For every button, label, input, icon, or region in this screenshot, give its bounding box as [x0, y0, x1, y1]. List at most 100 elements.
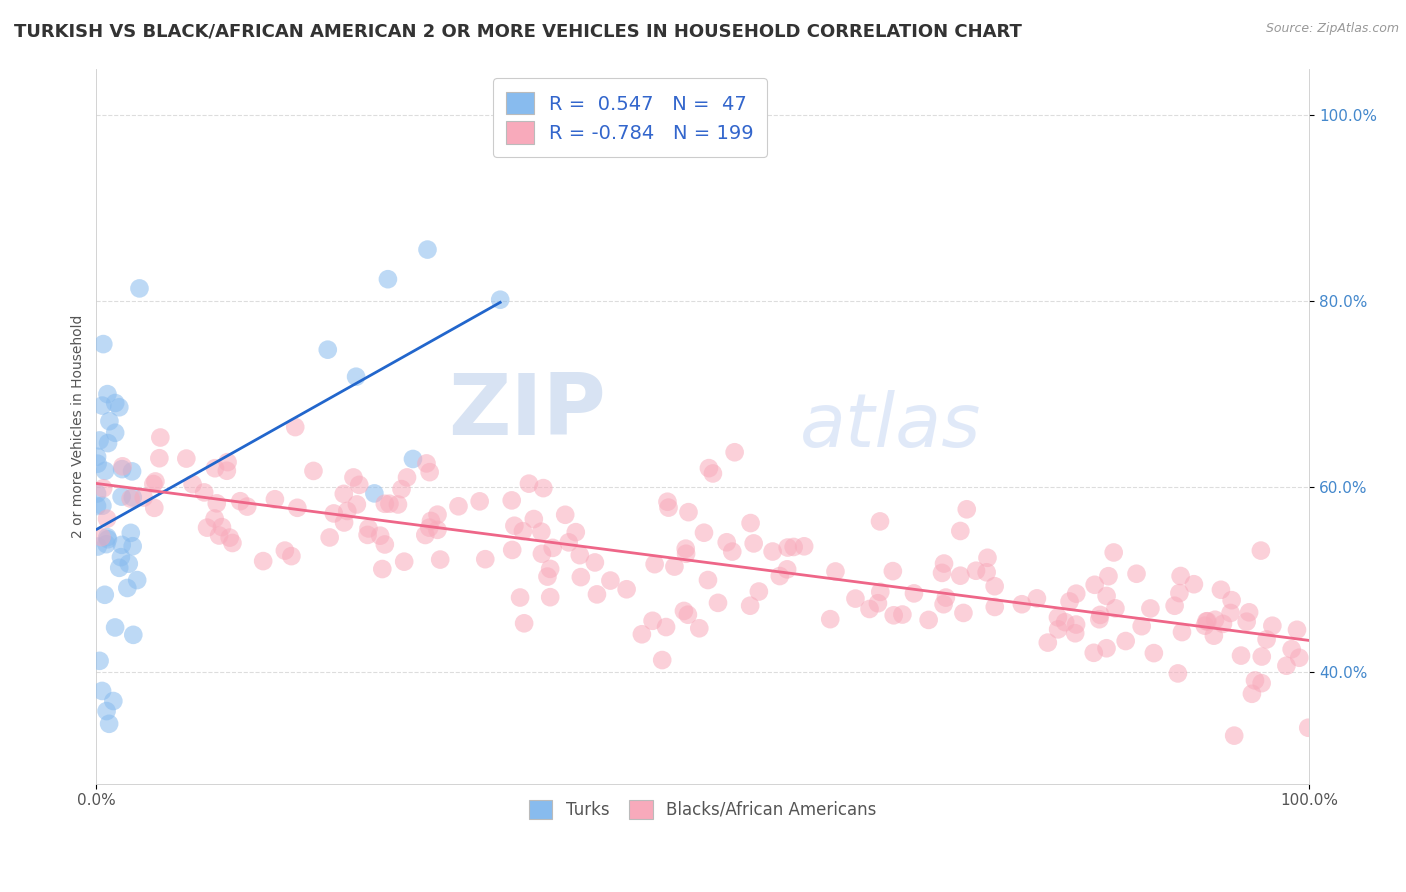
- Point: [569, 570, 592, 584]
- Point: [858, 602, 880, 616]
- Point: [110, 550, 132, 565]
- Point: [280, 549, 302, 563]
- Point: [91, 499, 114, 513]
- Point: [316, 343, 339, 357]
- Point: [104, 396, 127, 410]
- Point: [91, 684, 114, 698]
- Point: [1095, 589, 1118, 603]
- Point: [426, 508, 449, 522]
- Point: [1197, 614, 1219, 628]
- Point: [675, 541, 697, 556]
- Point: [1163, 599, 1185, 613]
- Point: [96, 704, 118, 718]
- Point: [357, 521, 380, 535]
- Point: [342, 470, 364, 484]
- Point: [932, 557, 955, 571]
- Point: [568, 548, 591, 562]
- Point: [108, 401, 131, 415]
- Point: [675, 547, 697, 561]
- Point: [347, 478, 370, 492]
- Point: [762, 544, 785, 558]
- Point: [122, 628, 145, 642]
- Point: [426, 523, 449, 537]
- Point: [218, 531, 240, 545]
- Point: [145, 475, 167, 489]
- Point: [149, 430, 172, 444]
- Point: [678, 505, 700, 519]
- Point: [716, 535, 738, 549]
- Point: [148, 451, 170, 466]
- Point: [1250, 543, 1272, 558]
- Point: [90, 530, 112, 544]
- Point: [1064, 626, 1087, 640]
- Point: [356, 528, 378, 542]
- Point: [1088, 612, 1111, 626]
- Point: [740, 516, 762, 530]
- Point: [474, 552, 496, 566]
- Point: [111, 459, 134, 474]
- Point: [657, 494, 679, 508]
- Point: [204, 461, 226, 475]
- Point: [418, 521, 440, 535]
- Point: [87, 540, 110, 554]
- Point: [1102, 545, 1125, 559]
- Point: [1220, 593, 1243, 607]
- Point: [97, 436, 120, 450]
- Point: [1296, 721, 1319, 735]
- Point: [96, 537, 118, 551]
- Point: [395, 470, 418, 484]
- Point: [676, 607, 699, 622]
- Point: [697, 461, 720, 475]
- Point: [1209, 582, 1232, 597]
- Point: [631, 627, 654, 641]
- Point: [697, 573, 720, 587]
- Point: [530, 524, 553, 539]
- Point: [120, 525, 142, 540]
- Point: [707, 596, 730, 610]
- Point: [120, 491, 142, 506]
- Text: TURKISH VS BLACK/AFRICAN AMERICAN 2 OR MORE VEHICLES IN HOUSEHOLD CORRELATION CH: TURKISH VS BLACK/AFRICAN AMERICAN 2 OR M…: [14, 22, 1022, 40]
- Point: [693, 525, 716, 540]
- Point: [949, 524, 972, 538]
- Point: [641, 614, 664, 628]
- Point: [748, 584, 770, 599]
- Point: [104, 425, 127, 440]
- Point: [1170, 569, 1192, 583]
- Point: [86, 499, 108, 513]
- Point: [1059, 594, 1081, 608]
- Point: [1125, 566, 1147, 581]
- Point: [1236, 615, 1258, 629]
- Point: [392, 555, 415, 569]
- Point: [1047, 623, 1070, 637]
- Point: [509, 591, 531, 605]
- Point: [1084, 578, 1107, 592]
- Point: [557, 535, 579, 549]
- Point: [565, 525, 588, 540]
- Point: [1171, 625, 1194, 640]
- Point: [949, 568, 972, 582]
- Point: [672, 604, 695, 618]
- Point: [891, 607, 914, 622]
- Point: [322, 507, 344, 521]
- Point: [956, 502, 979, 516]
- Point: [104, 620, 127, 634]
- Point: [824, 565, 846, 579]
- Point: [501, 493, 523, 508]
- Point: [420, 514, 443, 528]
- Point: [1168, 586, 1191, 600]
- Point: [415, 457, 437, 471]
- Point: [523, 512, 546, 526]
- Point: [86, 486, 108, 500]
- Point: [94, 464, 117, 478]
- Point: [1095, 641, 1118, 656]
- Point: [89, 654, 111, 668]
- Point: [86, 450, 108, 464]
- Point: [869, 585, 891, 599]
- Point: [1104, 601, 1126, 615]
- Legend: Turks, Blacks/African Americans: Turks, Blacks/African Americans: [523, 793, 883, 825]
- Point: [688, 621, 710, 635]
- Point: [236, 500, 259, 514]
- Point: [94, 588, 117, 602]
- Point: [96, 387, 118, 401]
- Point: [776, 562, 799, 576]
